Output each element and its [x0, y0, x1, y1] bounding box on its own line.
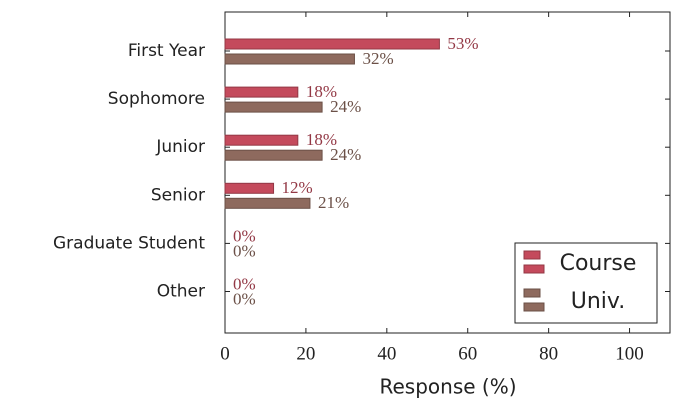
value-label: 0%	[233, 289, 256, 308]
value-label: 0%	[233, 274, 256, 293]
x-axis-label: Response (%)	[379, 375, 516, 399]
y-tick-label: First Year	[128, 41, 205, 61]
y-tick-label: Junior	[155, 137, 205, 157]
legend-swatch	[523, 250, 541, 260]
x-tick-label: 100	[615, 343, 644, 364]
plot-frame	[224, 11, 671, 334]
legend-label: Course	[560, 251, 637, 276]
legend-swatch	[523, 288, 541, 298]
bar	[224, 149, 323, 161]
x-tick-label: 0	[220, 343, 230, 364]
bar	[224, 182, 275, 194]
value-label: 0%	[233, 241, 256, 260]
bar	[224, 38, 440, 50]
y-tick-label: Senior	[151, 185, 205, 205]
x-tick-label: 60	[458, 343, 477, 364]
value-label: 53%	[447, 34, 478, 53]
legend-label: Univ.	[571, 289, 625, 314]
bar	[224, 86, 299, 98]
value-label: 12%	[282, 178, 313, 197]
x-tick-label: 40	[377, 343, 396, 364]
bar	[224, 197, 311, 209]
value-label: 0%	[233, 226, 256, 245]
legend-swatch	[523, 264, 545, 274]
value-label: 24%	[330, 145, 361, 164]
x-tick-label: 80	[539, 343, 558, 364]
bar	[224, 53, 355, 65]
x-tick-label: 20	[296, 343, 315, 364]
value-label: 18%	[306, 130, 337, 149]
legend-swatch	[523, 302, 545, 312]
bar	[224, 134, 299, 146]
y-tick-label: Graduate Student	[53, 233, 205, 253]
value-label: 21%	[318, 193, 349, 212]
y-tick-label: Sophomore	[108, 89, 205, 109]
value-label: 18%	[306, 82, 337, 101]
value-label: 32%	[362, 49, 393, 68]
bar	[224, 101, 323, 113]
y-tick-label: Other	[157, 282, 205, 302]
value-label: 24%	[330, 97, 361, 116]
